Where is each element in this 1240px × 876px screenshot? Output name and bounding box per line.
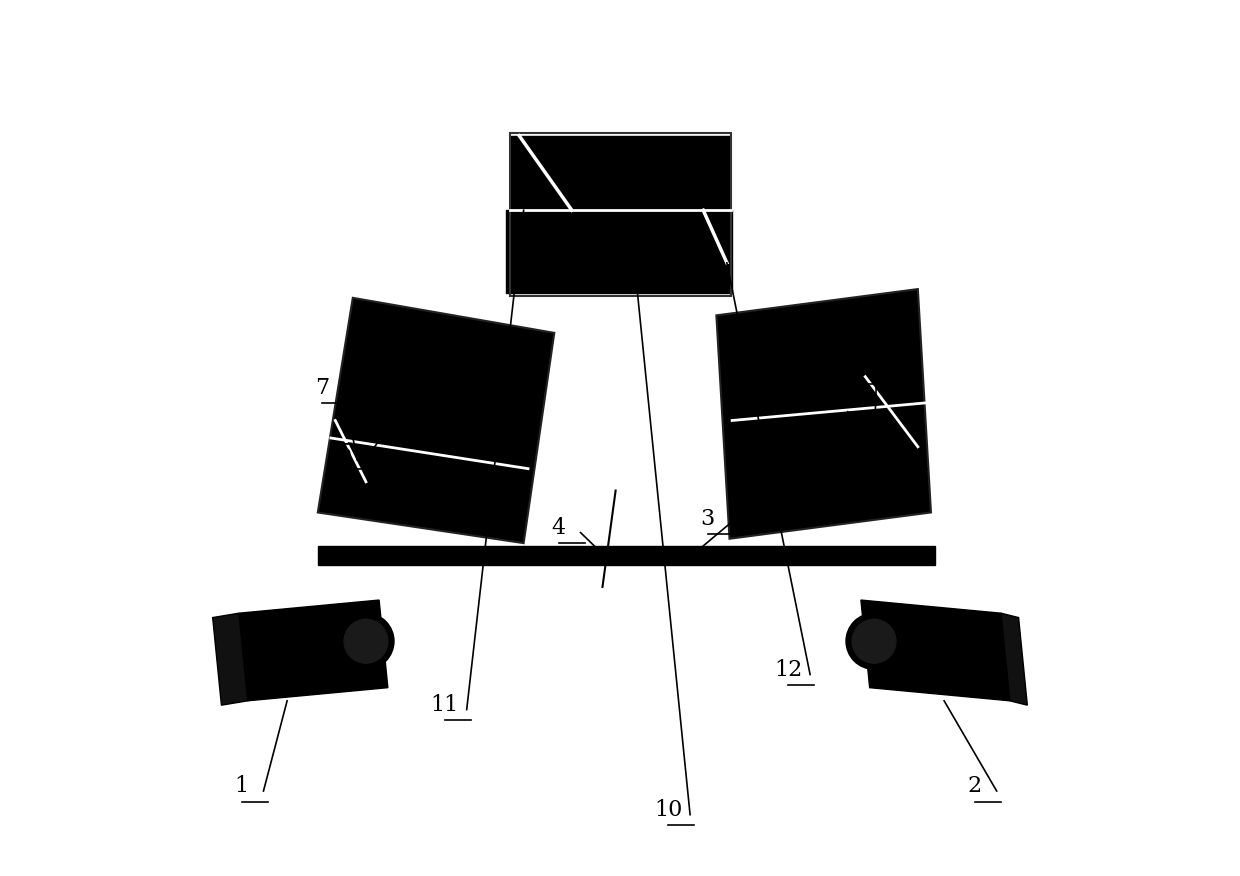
Text: 6: 6 bbox=[893, 442, 908, 464]
Polygon shape bbox=[506, 210, 732, 293]
Polygon shape bbox=[511, 136, 729, 210]
Circle shape bbox=[846, 613, 901, 669]
Polygon shape bbox=[317, 298, 554, 543]
Polygon shape bbox=[1001, 613, 1027, 705]
Polygon shape bbox=[717, 289, 931, 539]
Text: 7: 7 bbox=[315, 377, 330, 399]
Text: 12: 12 bbox=[774, 659, 802, 681]
Text: 11: 11 bbox=[430, 694, 459, 716]
Text: 8: 8 bbox=[867, 427, 882, 449]
Text: 3: 3 bbox=[701, 508, 714, 530]
Text: 5: 5 bbox=[337, 442, 351, 464]
Text: 2: 2 bbox=[967, 775, 982, 797]
Polygon shape bbox=[239, 600, 388, 701]
Text: 1: 1 bbox=[234, 775, 249, 797]
Polygon shape bbox=[317, 546, 935, 565]
Circle shape bbox=[343, 619, 388, 663]
Text: 9: 9 bbox=[848, 357, 862, 379]
Circle shape bbox=[852, 619, 897, 663]
Polygon shape bbox=[861, 600, 1009, 701]
Polygon shape bbox=[213, 613, 248, 705]
Circle shape bbox=[339, 613, 394, 669]
Text: 10: 10 bbox=[653, 799, 682, 821]
Text: 4: 4 bbox=[552, 517, 565, 539]
